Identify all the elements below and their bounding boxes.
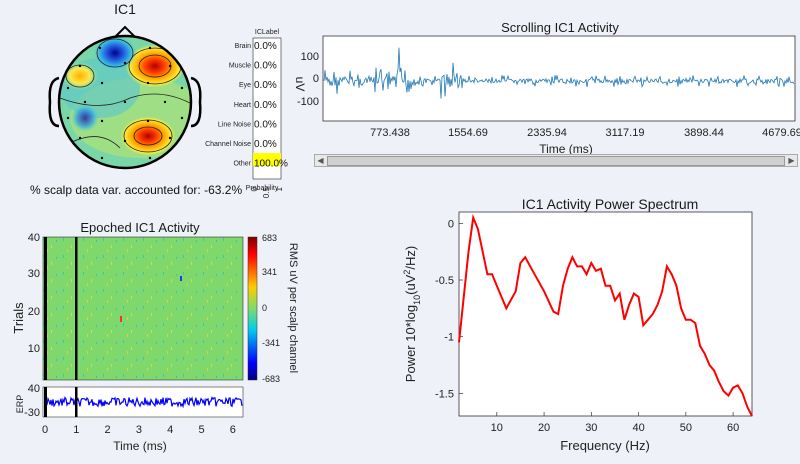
scrolling-title: Scrolling IC1 Activity xyxy=(501,20,619,35)
iclabel-xtick-0: 0 xyxy=(250,186,259,191)
scroll-right-arrow[interactable]: ▶ xyxy=(788,156,795,165)
epoched-ytick-2: 20 xyxy=(28,306,40,318)
iclabel-class-label: Other xyxy=(233,161,251,168)
colorbar-tick-3: -341 xyxy=(262,338,280,348)
colorbar-tick-4: -683 xyxy=(262,374,280,384)
spectrum-xlabel: Frequency (Hz) xyxy=(560,438,650,453)
spectrum-xtick: 50 xyxy=(680,422,692,434)
epoched-activity-image: Trials 40 30 20 10 683 341 0 -341 -683 R… xyxy=(11,232,299,453)
scrolling-xtick-5: 4679.69 xyxy=(762,127,800,139)
epoched-colorbar xyxy=(247,236,258,381)
erp-ytick-0: 40 xyxy=(28,383,40,395)
iclabel-class-value: 100.0% xyxy=(254,159,288,170)
iclabel-xtick-1: 0.5 xyxy=(262,186,271,198)
erp-trace xyxy=(46,396,243,409)
spectrum-title: IC1 Activity Power Spectrum xyxy=(521,196,699,212)
variance-text: % scalp data var. accounted for: -63.2% xyxy=(30,183,243,197)
scroll-left-arrow[interactable]: ◀ xyxy=(317,156,324,165)
colorbar-label: RMS uV per scalp channel xyxy=(287,243,299,373)
epoched-xlabel: Time (ms) xyxy=(113,439,167,453)
scalp-topography-map xyxy=(48,25,202,170)
iclabel-xticks: 0 0.5 1 xyxy=(250,186,284,198)
iclabel-class-label: Line Noise xyxy=(218,121,251,128)
spectrum-ytick: -1.5 xyxy=(435,388,454,400)
iclabel-title: ICLabel xyxy=(255,29,280,36)
spectrum-xtick: 40 xyxy=(632,422,644,434)
iclabel-class-label: Eye xyxy=(239,82,251,89)
scrolling-xtick-1: 1554.69 xyxy=(448,127,488,139)
epoched-xtick: 4 xyxy=(167,424,173,436)
epoched-ytick-0: 40 xyxy=(28,232,40,244)
spectrum-ytick: -0.5 xyxy=(435,275,454,287)
scroll-thumb[interactable] xyxy=(327,156,785,166)
iclabel-class-value: 0.0% xyxy=(254,61,277,72)
scrolling-ytick-2: -100 xyxy=(297,96,319,108)
scrolling-ylabel: uV xyxy=(293,77,307,92)
iclabel-class-value: 0.0% xyxy=(254,41,277,52)
scrolling-xtick-4: 3898.44 xyxy=(684,127,724,139)
spectrum-ytick: -1 xyxy=(444,332,454,344)
spectrum-xtick: 60 xyxy=(727,422,739,434)
topo-title: IC1 xyxy=(114,1,136,17)
epoched-xtick: 5 xyxy=(198,424,204,436)
epoched-ytick-1: 30 xyxy=(28,268,40,280)
epoched-xtick: 6 xyxy=(230,424,236,436)
epoch-onset-line xyxy=(44,237,47,380)
iclabel-other-bar xyxy=(253,153,281,166)
colorbar-tick-1: 341 xyxy=(262,267,277,277)
iclabel-class-value: 0.0% xyxy=(254,100,277,111)
scrolling-signal-line xyxy=(323,47,795,99)
epoched-ylabel: Trials xyxy=(11,302,26,334)
iclabel-class-label: Channel Noise xyxy=(205,141,251,148)
colorbar-tick-0: 683 xyxy=(262,233,277,243)
scrolling-xtick-2: 2335.94 xyxy=(527,127,567,139)
colorbar-tick-2: 0 xyxy=(262,303,267,313)
epoched-ytick-3: 10 xyxy=(28,343,40,355)
scrolling-ytick-0: 100 xyxy=(301,51,319,63)
iclabel-class-label: Muscle xyxy=(229,63,251,70)
erp-ytick-1: -30 xyxy=(24,407,40,419)
epoched-xtick: 2 xyxy=(105,424,111,436)
scrolling-activity-plot: uV 100 0 -100 773.438 1554.69 2335.94 31… xyxy=(293,35,800,156)
iclabel-xtick-2: 1 xyxy=(275,186,284,191)
spectrum-xtick: 10 xyxy=(491,422,503,434)
iclabel-panel: ICLabel Brain 0.0%Muscle 0.0%Eye 0.0%Heart 0… xyxy=(205,29,288,198)
iclabel-class-value: 0.0% xyxy=(254,80,277,91)
iclabel-class-value: 0.0% xyxy=(254,139,277,150)
iclabel-xlabel: Probability xyxy=(246,185,279,192)
scrolling-ytick-1: 0 xyxy=(313,73,319,85)
scrolling-scrollbar[interactable]: ◀ ▶ xyxy=(314,154,798,167)
erp-label: ERP xyxy=(15,395,25,414)
epoched-title: Epoched IC1 Activity xyxy=(80,220,200,235)
spectrum-ytick: 0 xyxy=(448,218,454,230)
spectrum-xtick: 20 xyxy=(538,422,550,434)
scrolling-xlabel: Time (ms) xyxy=(539,142,593,156)
epoched-xtick: 3 xyxy=(136,424,142,436)
scrolling-xtick-0: 773.438 xyxy=(370,127,410,139)
scrolling-xtick-3: 3117.19 xyxy=(606,127,645,139)
epoched-xtick: 1 xyxy=(73,424,79,436)
spectrum-series-line xyxy=(458,213,753,417)
epoch-marker-line xyxy=(75,237,78,380)
power-spectrum-plot: 0-0.5-1-1.5 10 20 30 40 50 60 Frequency (Hz) … xyxy=(402,211,753,453)
iclabel-class-value: 0.0% xyxy=(254,119,277,130)
spectrum-xtick: 30 xyxy=(585,422,597,434)
spectrum-ylabel: Power 10*log10(uV2/Hz) xyxy=(402,246,422,382)
epoched-xtick: 0 xyxy=(42,424,48,436)
iclabel-class-label: Brain xyxy=(235,43,251,50)
iclabel-class-label: Heart xyxy=(234,102,251,109)
